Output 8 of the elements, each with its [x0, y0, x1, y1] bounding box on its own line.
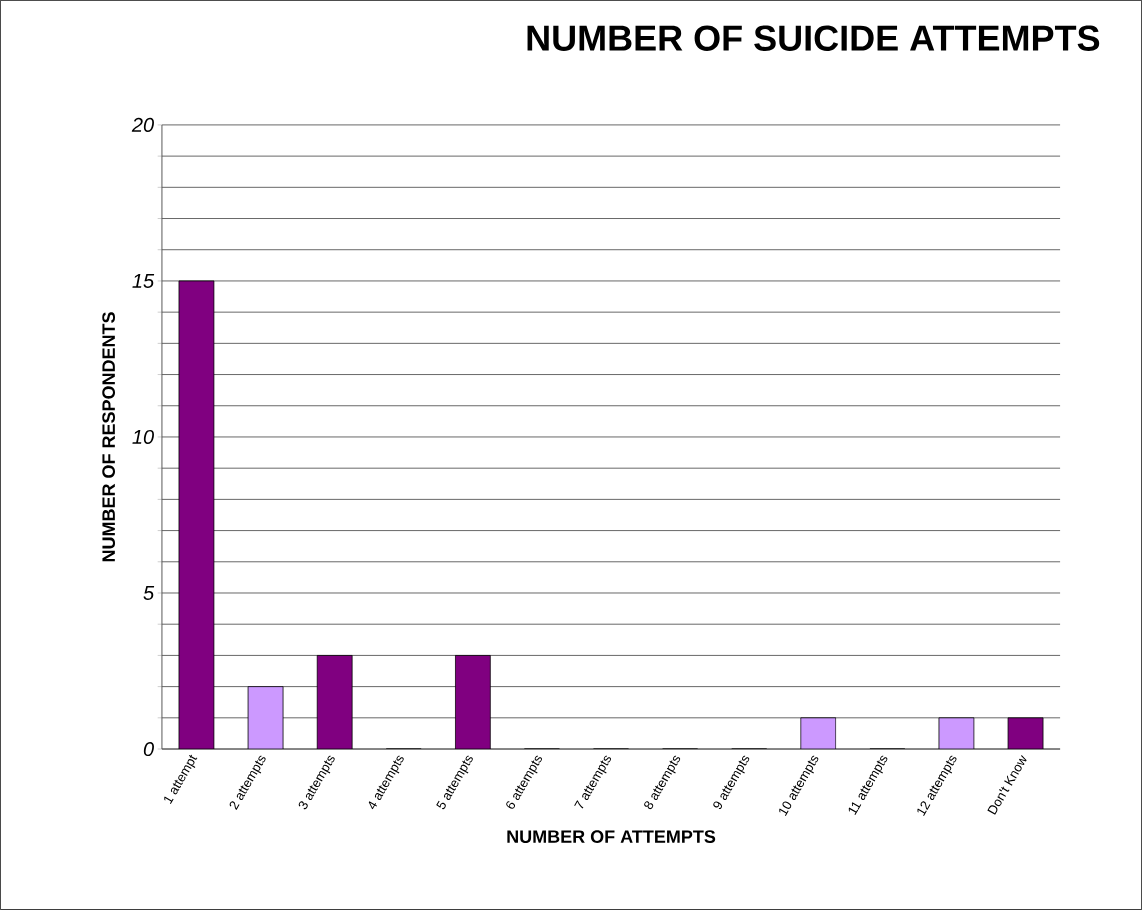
y-tick-label: 15 [132, 273, 155, 288]
y-tick-label: 10 [132, 429, 154, 445]
chart-title: NUMBER OF SUICIDE ATTEMPTS [527, 25, 1100, 51]
y-tick-label: 5 [143, 586, 155, 600]
y-axis-title: NUMBER OF RESPONDENTS [102, 312, 116, 562]
x-axis-title: NUMBER OF ATTEMPTS [507, 830, 716, 843]
y-tick-label: 20 [131, 117, 154, 132]
y-tick-label: 0 [143, 741, 154, 757]
